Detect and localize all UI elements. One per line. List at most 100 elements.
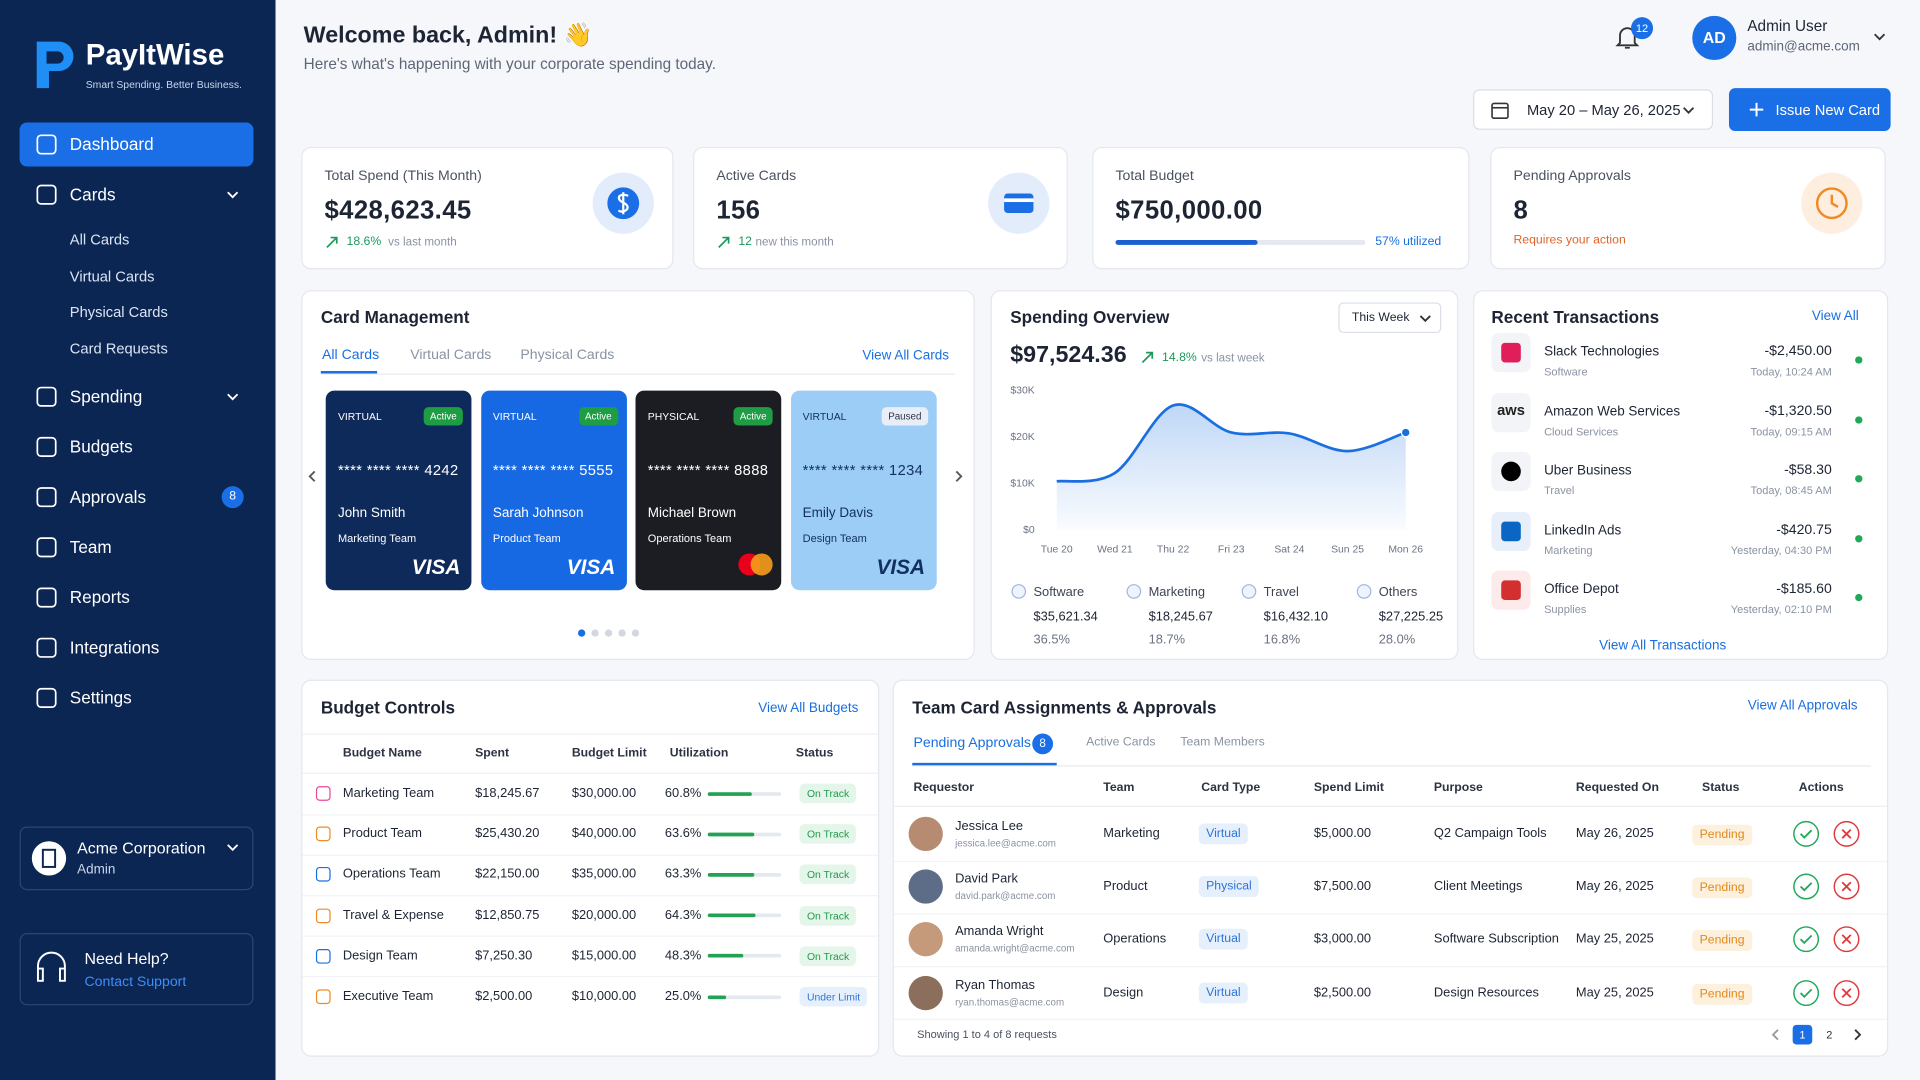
kpi-label: Active Cards (716, 169, 797, 184)
issue-card-button[interactable]: Issue New Card (1728, 88, 1891, 132)
carousel-dot[interactable] (577, 629, 586, 637)
transaction-time: Yesterday, 02:10 PM (1730, 603, 1832, 616)
requestor-name: Jessica Lee (955, 818, 1024, 834)
page-button[interactable]: 2 (1826, 1028, 1833, 1041)
panel-title: Recent Transactions (1491, 306, 1660, 327)
brand-tagline: Smart Spending. Better Business. (85, 78, 242, 91)
tab[interactable]: Physical Cards (520, 347, 615, 363)
nav-item[interactable]: Team (20, 525, 254, 569)
nav-item[interactable]: Integrations (20, 626, 254, 670)
kpi-icon (1801, 172, 1863, 234)
nav-item[interactable]: Settings (20, 676, 254, 720)
status: Pending (1692, 877, 1752, 899)
budget-limit: $15,000.00 (571, 948, 637, 964)
panel-footer-link[interactable]: View All Transactions (1599, 638, 1727, 654)
status-dot (1855, 415, 1863, 424)
carousel-dot[interactable] (604, 629, 613, 637)
nav-subitem[interactable]: Virtual Cards (69, 267, 155, 285)
carousel-dot[interactable] (618, 629, 626, 637)
nav-item[interactable]: Cards (20, 173, 254, 217)
panel-link[interactable]: View All Cards (862, 348, 949, 363)
category-amount: $27,225.25 (1378, 609, 1444, 625)
bell-icon (1615, 27, 1640, 49)
nav-subitem[interactable]: Card Requests (69, 339, 168, 357)
approve-button[interactable] (1793, 979, 1820, 1006)
nav-icon (36, 537, 57, 558)
brand-name: PayItWise (85, 38, 225, 72)
spending-chart: $0 $10K $20K $30K Tue 20 Wed 21 Thu 22 Fri 23 Sa… (1010, 385, 1423, 555)
tab[interactable]: All Cards (322, 347, 380, 363)
nav-subitem[interactable]: Physical Cards (69, 303, 168, 321)
notification-badge[interactable]: 12 (1631, 17, 1654, 40)
cross (1841, 934, 1852, 945)
budget-status: On Track (799, 905, 857, 926)
spend-limit: $5,000.00 (1313, 826, 1372, 841)
end-point (1400, 427, 1411, 438)
nav-item[interactable]: Reports (20, 576, 254, 620)
requestor-avatar (908, 975, 943, 1010)
tab[interactable]: Pending Approvals (913, 736, 1031, 751)
reject-button[interactable] (1833, 873, 1860, 900)
tab[interactable]: Team Members (1180, 735, 1265, 750)
reject-button[interactable] (1833, 926, 1860, 953)
approve-button[interactable] (1793, 873, 1820, 900)
nav-item[interactable]: Dashboard (19, 122, 254, 167)
merchant-logo (1491, 451, 1531, 492)
nav-subitem[interactable]: All Cards (69, 231, 130, 249)
card-number: **** **** **** 1234 (802, 461, 924, 479)
approve-button[interactable] (1793, 926, 1820, 953)
row-rule (893, 965, 1887, 968)
nav-label: Dashboard (69, 134, 154, 154)
budget-name: Travel & Expense (342, 907, 444, 923)
org-switcher[interactable]: Acme Corporation Admin (19, 826, 254, 891)
period-select[interactable]: This Week (1338, 302, 1442, 334)
column-header: Purpose (1433, 781, 1483, 795)
budget-status: On Track (799, 783, 857, 804)
payment-card[interactable]: PHYSICAL Active **** **** **** 8888 Michael… (635, 390, 782, 591)
carousel-dot[interactable] (591, 629, 599, 637)
user-email: admin@acme.com (1747, 39, 1860, 55)
panel-link[interactable]: View All Budgets (758, 700, 859, 716)
budget-name: Design Team (342, 948, 418, 964)
nav-icon (36, 587, 57, 608)
help-link[interactable]: Contact Support (84, 974, 187, 990)
reject-button[interactable] (1833, 979, 1860, 1006)
category-icon-ring (1241, 584, 1257, 599)
card-number: **** **** **** 4242 (337, 461, 459, 479)
transaction-amount: -$1,320.50 (1764, 403, 1832, 419)
approve-button[interactable] (1793, 820, 1820, 847)
tab[interactable]: Active Cards (1086, 735, 1156, 750)
calendar (1491, 102, 1509, 119)
transaction-time: Yesterday, 04:30 PM (1730, 543, 1832, 557)
card-type: Virtual (1198, 823, 1248, 845)
table-footer: Showing 1 to 4 of 8 requests (917, 1028, 1057, 1041)
nav-item[interactable]: Approvals 8 (20, 475, 254, 519)
help-title: Need Help? (84, 949, 169, 968)
nav-item[interactable]: Budgets (20, 425, 254, 469)
carousel-dot[interactable] (631, 629, 640, 637)
tab[interactable]: Virtual Cards (410, 347, 492, 363)
requested-on: May 25, 2025 (1575, 931, 1654, 947)
spending-change: 14.8% (1162, 351, 1197, 365)
page-button[interactable]: 1 (1792, 1024, 1813, 1045)
date-range[interactable]: May 20 – May 26, 2025 (1473, 89, 1714, 130)
payment-card[interactable]: VIRTUAL Paused **** **** **** 1234 Emily Da… (790, 390, 937, 591)
panel-link[interactable]: View All Approvals (1747, 698, 1858, 714)
reject-button[interactable] (1833, 820, 1860, 847)
card-team: Product Team (492, 532, 561, 545)
requestor-email: amanda.wright@acme.com (955, 943, 1075, 955)
nav-icon (36, 184, 57, 205)
help-box: Need Help? Contact Support (19, 933, 254, 1006)
user-avatar[interactable]: AD (1692, 15, 1737, 61)
payment-card[interactable]: VIRTUAL Active **** **** **** 5555 Sarah Jo… (480, 390, 627, 591)
panel-link[interactable]: View All (1811, 309, 1859, 324)
category-name: Travel (1263, 584, 1299, 600)
payment-card[interactable]: VIRTUAL Active **** **** **** 4242 John Smi… (325, 390, 472, 591)
calendar-icon (1491, 102, 1509, 119)
category-icon (1356, 584, 1372, 599)
utilization-track (707, 954, 782, 958)
budget-status: On Track (799, 946, 857, 966)
transaction-amount: -$420.75 (1776, 522, 1832, 538)
nav-item[interactable]: Spending (20, 375, 254, 419)
cross (1841, 828, 1852, 839)
